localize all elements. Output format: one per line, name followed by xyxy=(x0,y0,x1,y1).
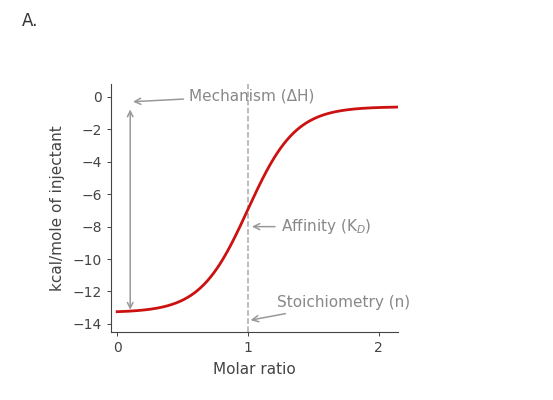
X-axis label: Molar ratio: Molar ratio xyxy=(213,362,296,377)
Text: Mechanism (ΔH): Mechanism (ΔH) xyxy=(135,88,315,104)
Y-axis label: kcal/mole of injectant: kcal/mole of injectant xyxy=(50,125,65,291)
Text: Stoichiometry (n): Stoichiometry (n) xyxy=(252,295,410,322)
Text: Affinity (K$_D$): Affinity (K$_D$) xyxy=(254,217,371,236)
Text: A.: A. xyxy=(22,12,39,30)
